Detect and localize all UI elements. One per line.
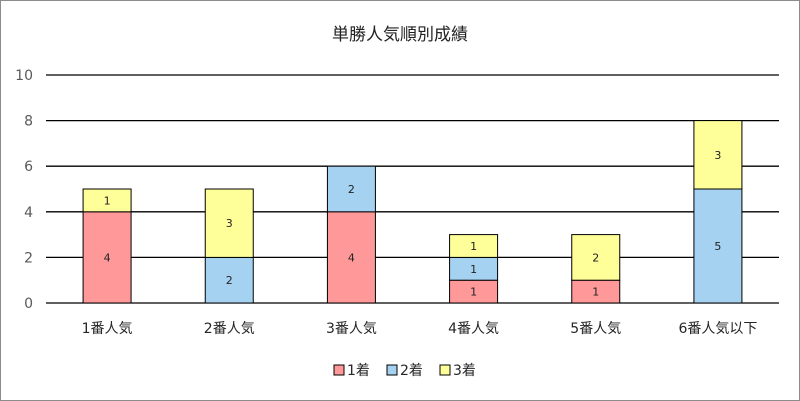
legend-swatch — [386, 364, 398, 376]
data-labels-layer: 4 1 2 3 4 2 1 1 1 1 2 5 3 — [104, 149, 722, 299]
bar-segment — [693, 188, 743, 304]
legend-swatch — [439, 364, 451, 376]
x-tick-label: 5番人気 — [570, 321, 621, 337]
y-axis: 0 2 4 6 8 10 — [15, 68, 33, 312]
legend-label: 1着 — [347, 363, 370, 379]
x-tick-label: 6番人気以下 — [678, 321, 757, 337]
bar-segment — [326, 211, 376, 304]
x-tick-label: 3番人気 — [326, 321, 377, 337]
data-label: 2 — [592, 251, 599, 264]
x-tick-label: 4番人気 — [448, 321, 499, 337]
data-label: 1 — [104, 194, 111, 207]
legend-label: 2着 — [400, 363, 423, 379]
data-label: 2 — [226, 274, 233, 287]
y-tick-label: 10 — [15, 68, 33, 84]
bar-segment — [82, 188, 132, 213]
x-tick-label: 2番人気 — [204, 321, 255, 337]
y-tick-label: 8 — [24, 114, 33, 130]
bar-segment — [571, 234, 621, 281]
y-tick-label: 0 — [24, 296, 33, 312]
x-axis: 1番人気 2番人気 3番人気 4番人気 5番人気 6番人気以下 — [82, 321, 758, 337]
data-label: 4 — [104, 251, 111, 264]
grid-layer — [46, 74, 779, 304]
y-tick-label: 6 — [24, 159, 33, 175]
y-tick-label: 4 — [24, 205, 33, 221]
bar-segment — [326, 165, 376, 213]
data-label: 4 — [348, 251, 355, 264]
data-label: 2 — [348, 183, 355, 196]
data-label: 1 — [470, 286, 477, 299]
bar-segment — [204, 256, 254, 304]
y-tick-label: 2 — [24, 250, 33, 266]
bar-segment — [82, 211, 132, 304]
bar-segment — [204, 188, 254, 258]
x-tick-label: 1番人気 — [82, 321, 133, 337]
data-label: 1 — [592, 286, 599, 299]
legend-label: 3着 — [453, 363, 476, 379]
legend-swatch — [333, 364, 345, 376]
bar-segment — [449, 234, 499, 258]
legend: 1着 2着 3着 — [333, 363, 476, 379]
data-label: 1 — [470, 263, 477, 276]
data-label: 3 — [226, 217, 233, 230]
bars-layer — [82, 120, 743, 304]
bar-segment — [693, 120, 743, 190]
data-label: 1 — [470, 240, 477, 253]
data-label: 3 — [714, 149, 721, 162]
chart-title: 単勝人気順別成績 — [332, 25, 468, 45]
data-label: 5 — [714, 240, 721, 253]
